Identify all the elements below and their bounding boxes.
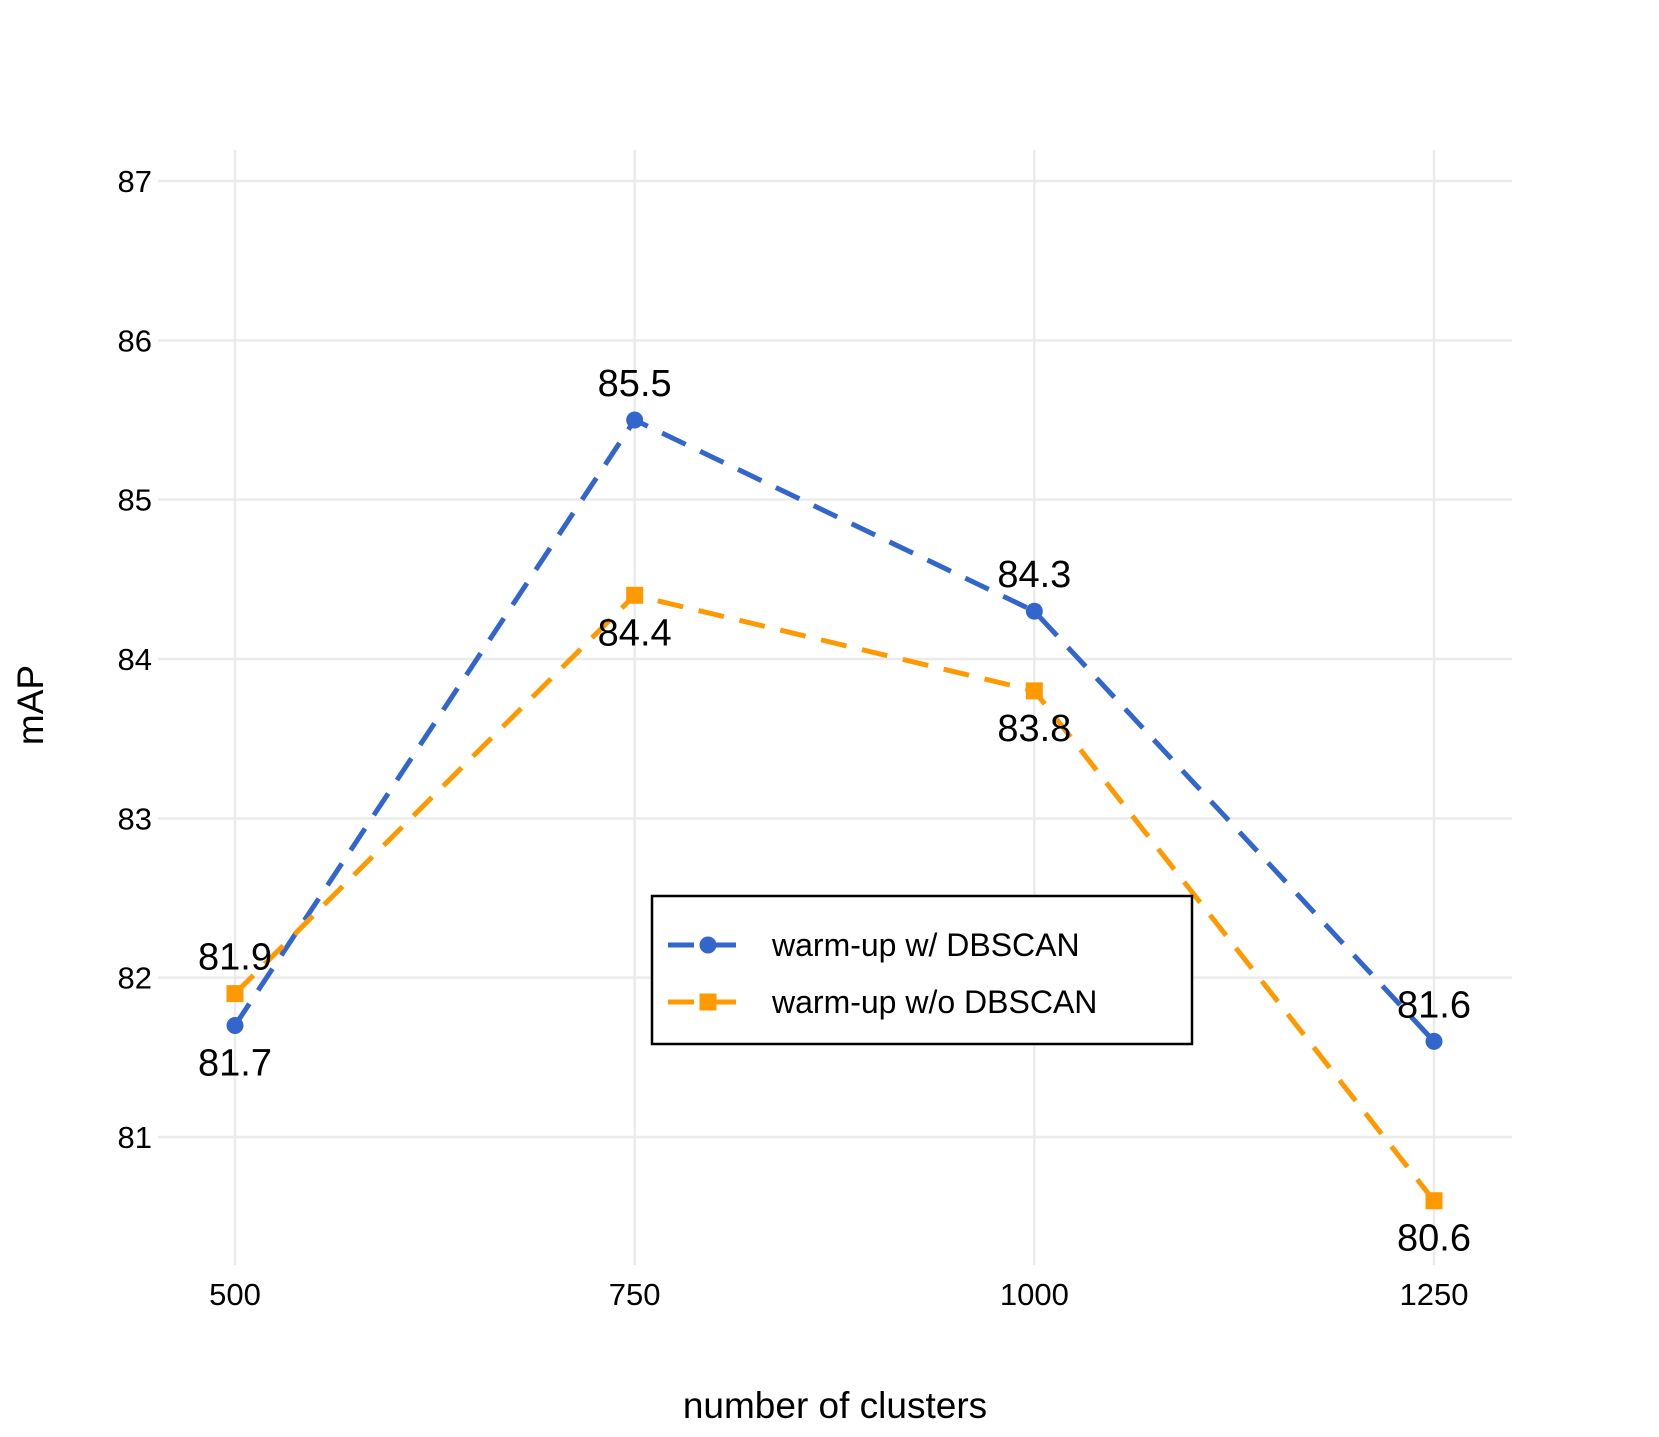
data-point bbox=[226, 985, 244, 1003]
axes: number of clusters mAP bbox=[10, 665, 987, 1426]
data-label: 84.4 bbox=[598, 612, 672, 654]
data-label: 81.7 bbox=[198, 1042, 272, 1084]
x-tick-label: 750 bbox=[609, 1277, 661, 1312]
data-label: 85.5 bbox=[598, 363, 672, 405]
data-point bbox=[1025, 682, 1043, 700]
x-tick-label: 1250 bbox=[1400, 1277, 1469, 1312]
y-tick-label: 86 bbox=[118, 323, 152, 358]
data-point bbox=[1425, 1032, 1443, 1050]
legend-label: warm-up w/ DBSCAN bbox=[771, 927, 1080, 963]
data-labels: 81.7 85.5 84.3 81.6 81.9 84.4 83.8 80.6 bbox=[198, 363, 1471, 1260]
data-label: 80.6 bbox=[1397, 1218, 1471, 1260]
legend-items: warm-up w/ DBSCAN warm-up w/o DBSCAN bbox=[668, 927, 1097, 1020]
series-line bbox=[233, 592, 1436, 1203]
data-label: 84.3 bbox=[997, 554, 1071, 596]
data-point bbox=[1425, 1192, 1443, 1210]
data-point bbox=[626, 586, 644, 604]
y-tick-label: 84 bbox=[118, 642, 152, 677]
x-tick-label: 1000 bbox=[1000, 1277, 1069, 1312]
series-without-dbscan bbox=[226, 586, 1443, 1210]
data-point bbox=[626, 411, 644, 429]
data-label: 81.6 bbox=[1397, 984, 1471, 1026]
y-tick-label: 87 bbox=[118, 164, 152, 199]
x-tick-label: 500 bbox=[209, 1277, 261, 1312]
legend-marker bbox=[699, 936, 717, 954]
legend: warm-up w/ DBSCAN warm-up w/o DBSCAN bbox=[650, 894, 1194, 1046]
x-axis-title: number of clusters bbox=[683, 1385, 987, 1426]
grid: 81 82 83 84 85 86 87 500 750 1000 1250 bbox=[118, 150, 1512, 1312]
data-point bbox=[226, 1016, 244, 1034]
y-tick-label: 81 bbox=[118, 1120, 152, 1155]
y-tick-label: 85 bbox=[118, 483, 152, 518]
series-with-dbscan bbox=[226, 411, 1443, 1050]
data-label: 83.8 bbox=[997, 708, 1071, 750]
y-tick-label: 82 bbox=[118, 961, 152, 996]
series-line bbox=[232, 417, 1436, 1044]
legend-item: warm-up w/o DBSCAN bbox=[668, 984, 1097, 1020]
data-label: 81.9 bbox=[198, 937, 272, 979]
data-point bbox=[1025, 602, 1043, 620]
series bbox=[226, 411, 1443, 1210]
legend-box bbox=[650, 894, 1194, 1046]
legend-item: warm-up w/ DBSCAN bbox=[668, 927, 1080, 963]
legend-marker bbox=[699, 993, 717, 1011]
legend-label: warm-up w/o DBSCAN bbox=[771, 984, 1097, 1020]
y-axis-title: mAP bbox=[10, 665, 51, 745]
y-tick-label: 83 bbox=[118, 801, 152, 836]
